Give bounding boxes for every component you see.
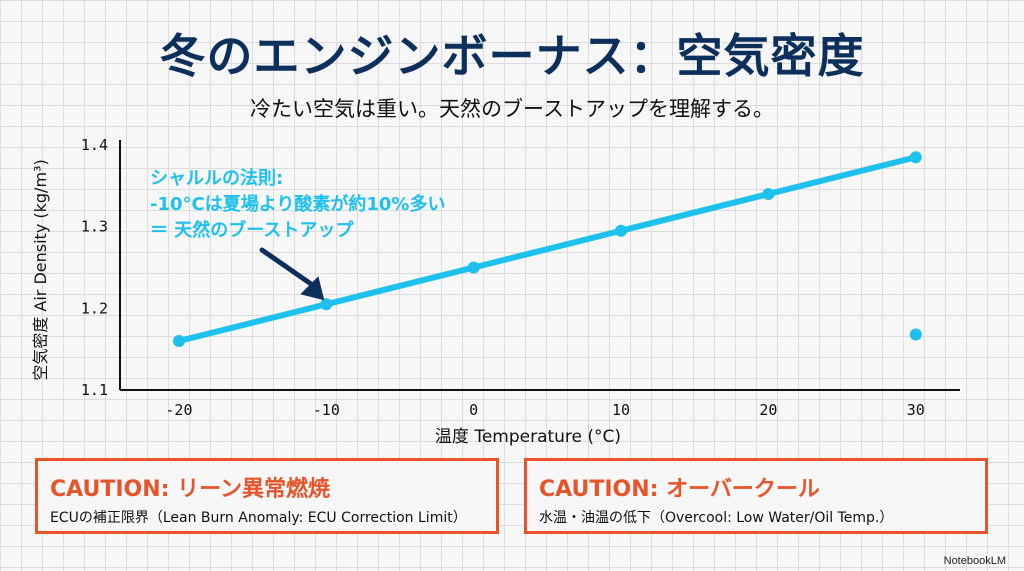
caution-detail: 水温・油温の低下（Overcool: Low Water/Oil Temp.） [539,510,894,526]
annotation-arrow-shaft [259,247,317,289]
page-subtitle: 冷たい空気は重い。天然のブーストアップを理解する。 [250,97,774,121]
chart-axes [119,140,960,391]
caution-box-overcool: CAUTION: オーバークール 水温・油温の低下（Overcool: Low … [524,458,988,534]
data-point [320,298,333,311]
data-point [762,188,775,200]
series-line [175,154,919,344]
data-point [615,224,628,237]
chart-series [172,151,922,347]
chart-ticks: -20 -10 0 10 20 30 1.1 1.2 1.3 1.4 [81,136,925,419]
caution-heading: CAUTION: オーバークール [539,477,820,502]
x-tick-label: -20 [165,401,192,419]
air-density-chart: -20 -10 0 10 20 30 1.1 1.2 1.3 1.4 シャルルの法則: -10°Cは… [31,136,960,447]
x-axis-label: 温度 Temperature (°C) [435,427,621,447]
y-tick-label: 1.3 [81,218,108,236]
x-tick-label: 30 [907,401,925,419]
notebooklm-logo: NotebookLM [943,555,1006,567]
data-point [172,335,185,347]
x-tick-label: 10 [612,401,630,419]
outlier-point [909,328,922,341]
y-axis-label: 空気密度 Air Density (kg/m³) [31,159,50,380]
y-tick-label: 1.2 [81,299,108,317]
annotation-arrow-head [300,276,325,301]
annotation-text: -10°Cは夏場より酸素が約10%多い [150,193,445,215]
y-tick-label: 1.4 [81,136,108,154]
data-point [467,261,480,274]
x-tick-label: -10 [313,401,340,419]
annotation-text: ＝ 天然のブーストアップ [150,219,354,241]
x-tick-label: 20 [759,401,777,419]
caution-detail: ECUの補正限界（Lean Burn Anomaly: ECU Correcti… [50,510,467,526]
page-title: 冬のエンジンボーナス：空気密度 [159,29,865,83]
caution-box-lean-burn: CAUTION: リーン異常燃焼 ECUの補正限界（Lean Burn Anom… [35,458,499,534]
chart-annotation: シャルルの法則: -10°Cは夏場より酸素が約10%多い ＝ 天然のブーストアップ [150,167,445,301]
data-point [909,151,922,164]
x-tick-label: 0 [469,401,478,419]
caution-heading: CAUTION: リーン異常燃焼 [50,477,331,502]
annotation-text: シャルルの法則: [150,167,283,189]
y-tick-label: 1.1 [81,381,108,399]
